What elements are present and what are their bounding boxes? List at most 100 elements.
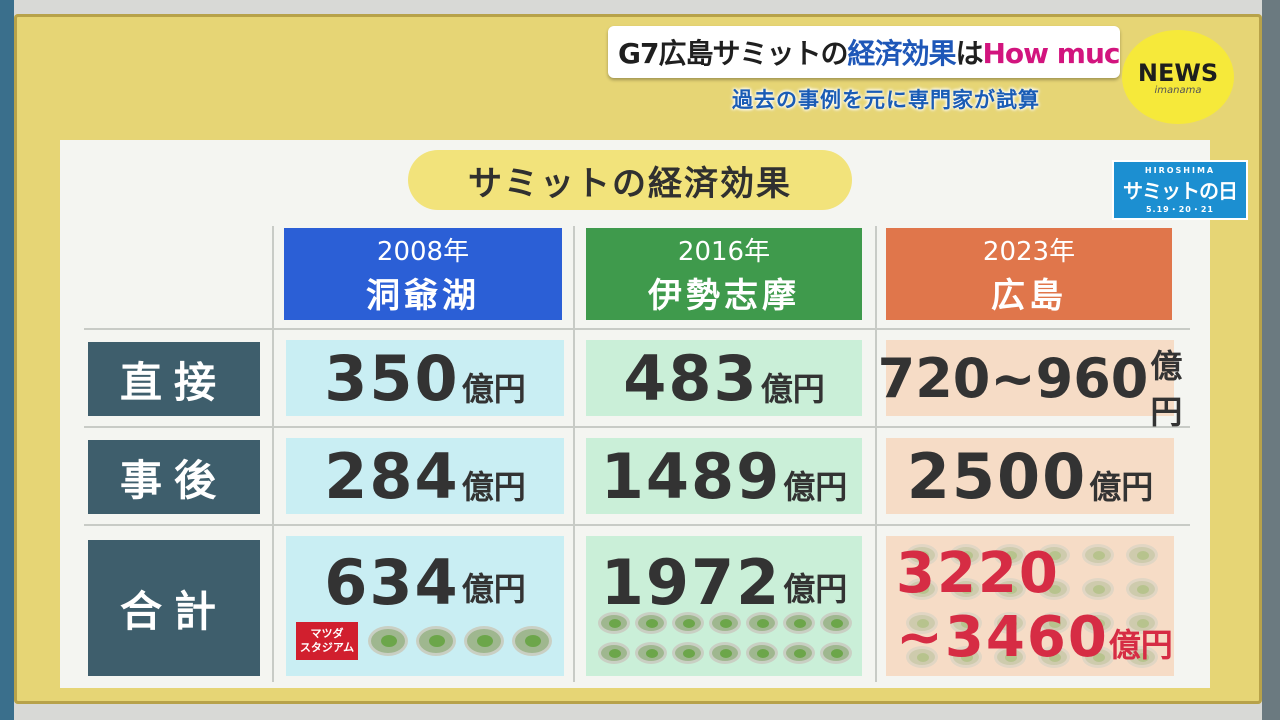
stadium-icon	[950, 612, 982, 634]
value-number: 2500	[906, 439, 1088, 513]
mazda-stadium-tag-line2: スタジアム	[299, 641, 355, 654]
value-number: 634	[324, 546, 460, 619]
value-cell-direct-2016: 483 億円	[586, 340, 862, 416]
stadium-icon	[820, 642, 852, 664]
stadium-icon	[1126, 612, 1158, 634]
value-unit: 億円	[760, 370, 825, 408]
column-header-2008: 2008年 洞爺湖	[284, 228, 562, 320]
column-place: 広島	[991, 276, 1067, 316]
headline-part1: G7広島サミットの	[618, 37, 848, 70]
column-place: 洞爺湖	[366, 276, 480, 316]
subheadline: 過去の事例を元に専門家が試算	[732, 88, 1040, 112]
column-header-2023: 2023年 広島	[886, 228, 1172, 320]
stadium-icon	[416, 626, 456, 656]
grid-divider	[875, 226, 877, 682]
stadium-icon	[709, 612, 741, 634]
headline-text: G7広島サミットの経済効果はHow much?	[608, 32, 1120, 72]
stadium-icon	[1082, 544, 1114, 566]
news-badge-subtext: imanama	[1154, 84, 1202, 96]
headline-part3: は	[955, 37, 983, 70]
stadium-icon	[746, 612, 778, 634]
mazda-stadium-tag-line1: マツダ	[310, 627, 344, 640]
row-label-total: 合計	[88, 540, 260, 676]
value-number: 720~960	[877, 346, 1149, 410]
background-edge-left	[0, 0, 14, 720]
value-unit: 億円	[1089, 468, 1154, 506]
value-cell-after-2008: 284 億円	[286, 438, 564, 514]
value-cell-after-2023: 2500 億円	[886, 438, 1174, 514]
stadium-icon	[464, 626, 504, 656]
stadium-icon	[1038, 578, 1070, 600]
value-unit: 億円	[461, 468, 526, 506]
grid-divider	[84, 524, 1190, 526]
stadium-icon	[906, 612, 938, 634]
grid-divider	[573, 226, 575, 682]
stadium-icon	[906, 578, 938, 600]
stadium-icon	[746, 642, 778, 664]
column-year: 2023年	[982, 237, 1076, 267]
hiroshima-total-line1: 3220	[896, 541, 1060, 606]
column-place: 伊勢志摩	[648, 276, 800, 316]
value-unit: 億円	[1108, 626, 1173, 664]
headline-part4: How much?	[982, 37, 1121, 70]
grid-divider	[84, 328, 1190, 330]
value-unit: 億円	[1150, 347, 1183, 431]
row-label-after: 事後	[88, 440, 260, 514]
stadium-icon	[672, 642, 704, 664]
stadium-icon	[1082, 578, 1114, 600]
stadium-icon	[368, 626, 408, 656]
stadium-icon	[950, 646, 982, 668]
news-logo-badge: NEWS imanama	[1122, 30, 1234, 124]
stadium-icon	[783, 612, 815, 634]
stadium-icon	[1038, 646, 1070, 668]
stadium-icon	[672, 612, 704, 634]
grid-divider	[272, 226, 274, 682]
value-number: 1489	[600, 439, 782, 513]
stadium-icon	[820, 612, 852, 634]
headline-caption: G7広島サミットの経済効果はHow much?	[608, 26, 1120, 78]
hiroshima-total-value: 3220 ~3460億円	[896, 542, 1173, 683]
column-year: 2008年	[376, 237, 470, 267]
stadium-icon	[1082, 612, 1114, 634]
stadium-icon	[950, 578, 982, 600]
value-cell-direct-2023: 720~960 億円	[878, 340, 1182, 431]
stadium-icon	[1126, 646, 1158, 668]
value-number: 1972	[600, 546, 782, 619]
background-edge-right	[1262, 0, 1280, 720]
stadium-icon	[994, 612, 1026, 634]
stadium-icon	[598, 612, 630, 634]
value-unit: 億円	[461, 370, 526, 408]
stadium-icon	[994, 544, 1026, 566]
hiroshima-total-line2: ~3460	[896, 605, 1109, 670]
headline-part2: 経済効果	[847, 37, 956, 70]
value-number: 284	[324, 439, 460, 513]
row-label-direct: 直接	[88, 342, 260, 416]
column-year: 2016年	[677, 237, 771, 267]
value-unit: 億円	[783, 468, 848, 506]
stadium-icon	[1038, 544, 1070, 566]
stadium-icon	[906, 544, 938, 566]
stadium-icon	[709, 642, 741, 664]
stadium-icon	[1126, 578, 1158, 600]
value-cell-direct-2008: 350 億円	[286, 340, 564, 416]
stadium-icon	[1082, 646, 1114, 668]
value-unit: 億円	[461, 570, 526, 608]
stadium-icon	[906, 646, 938, 668]
mazda-stadium-tag: マツダ スタジアム	[296, 622, 358, 660]
stadium-icon	[994, 578, 1026, 600]
stadium-icon	[994, 646, 1026, 668]
summit-logo-top: HIROSHIMA	[1144, 165, 1216, 175]
stadium-icon	[635, 612, 667, 634]
value-number: 483	[623, 341, 759, 415]
value-number: 350	[324, 341, 460, 415]
stadium-icon	[783, 642, 815, 664]
value-unit: 億円	[783, 570, 848, 608]
stadium-icon	[1038, 612, 1070, 634]
value-cell-total-2008: 634 億円	[286, 536, 564, 676]
stadium-icon	[598, 642, 630, 664]
column-header-2016: 2016年 伊勢志摩	[586, 228, 862, 320]
stadium-icon	[635, 642, 667, 664]
grid-divider	[84, 426, 1190, 428]
news-badge-text: NEWS	[1137, 58, 1219, 87]
summit-logo-dates: 5.19・20・21	[1145, 204, 1214, 214]
